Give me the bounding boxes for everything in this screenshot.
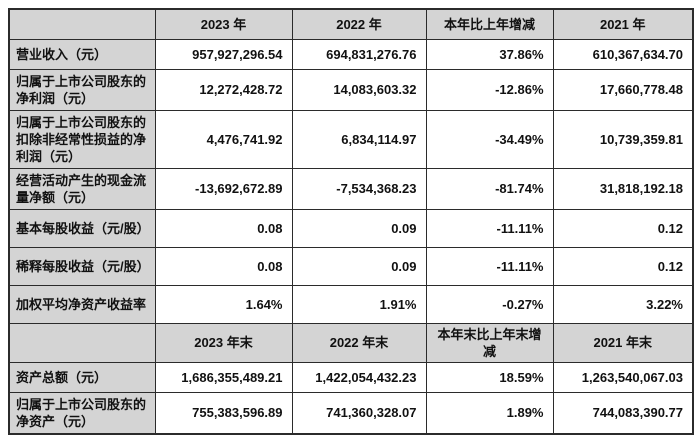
table-row-yearend-header: 2023 年末 2022 年末 本年末比上年末增减 2021 年末 xyxy=(8,322,694,363)
value-2023: 0.08 xyxy=(154,246,293,286)
value-2021: 17,660,778.48 xyxy=(552,68,694,111)
value-2023: 12,272,428.72 xyxy=(154,68,293,111)
value-2021: 10,739,359.81 xyxy=(552,109,694,169)
table-row-operating-cash-flow: 经营活动产生的现金流量净额（元） -13,692,672.89 -7,534,3… xyxy=(8,167,694,210)
value-change: -11.11% xyxy=(425,246,554,286)
row-label: 归属于上市公司股东的净利润（元） xyxy=(8,68,156,111)
table-row-revenue: 营业收入（元） 957,927,296.54 694,831,276.76 37… xyxy=(8,38,694,70)
value-2023: 1,686,355,489.21 xyxy=(154,361,293,393)
table-row-deducted-net-profit: 归属于上市公司股东的扣除非经常性损益的净利润（元） 4,476,741.92 6… xyxy=(8,109,694,169)
value-2022: 1.91% xyxy=(291,284,427,324)
header-change: 本年比上年增减 xyxy=(425,8,554,40)
corner-cell xyxy=(8,8,156,40)
table-row-net-assets: 归属于上市公司股东的净资产（元） 755,383,596.89 741,360,… xyxy=(8,391,694,434)
value-2021: 3.22% xyxy=(552,284,694,324)
value-2021: 31,818,192.18 xyxy=(552,167,694,210)
value-change: -81.74% xyxy=(425,167,554,210)
financial-summary-table: 2023 年 2022 年 本年比上年增减 2021 年 营业收入（元） 957… xyxy=(8,8,694,435)
table-row-period-header: 2023 年 2022 年 本年比上年增减 2021 年 xyxy=(8,8,694,40)
value-2022: 694,831,276.76 xyxy=(291,38,427,70)
header-2023-end: 2023 年末 xyxy=(154,322,293,363)
value-2021: 610,367,634.70 xyxy=(552,38,694,70)
value-2022: 741,360,328.07 xyxy=(291,391,427,434)
value-change: 37.86% xyxy=(425,38,554,70)
value-2022: 0.09 xyxy=(291,208,427,248)
row-label: 营业收入（元） xyxy=(8,38,156,70)
value-2021: 1,263,540,067.03 xyxy=(552,361,694,393)
value-2022: 14,083,603.32 xyxy=(291,68,427,111)
table-row-diluted-eps: 稀释每股收益（元/股） 0.08 0.09 -11.11% 0.12 xyxy=(8,246,694,286)
value-change: -34.49% xyxy=(425,109,554,169)
header-2021: 2021 年 xyxy=(552,8,694,40)
value-2023: 1.64% xyxy=(154,284,293,324)
page: 2023 年 2022 年 本年比上年增减 2021 年 营业收入（元） 957… xyxy=(8,8,694,435)
value-2023: -13,692,672.89 xyxy=(154,167,293,210)
header-2022-end: 2022 年末 xyxy=(291,322,427,363)
row-label: 经营活动产生的现金流量净额（元） xyxy=(8,167,156,210)
value-2023: 4,476,741.92 xyxy=(154,109,293,169)
row-label: 资产总额（元） xyxy=(8,361,156,393)
value-2021: 744,083,390.77 xyxy=(552,391,694,434)
row-label: 加权平均净资产收益率 xyxy=(8,284,156,324)
value-2022: 6,834,114.97 xyxy=(291,109,427,169)
header-2021-end: 2021 年末 xyxy=(552,322,694,363)
corner-cell xyxy=(8,322,156,363)
header-2023: 2023 年 xyxy=(154,8,293,40)
header-2022: 2022 年 xyxy=(291,8,427,40)
table-row-basic-eps: 基本每股收益（元/股） 0.08 0.09 -11.11% 0.12 xyxy=(8,208,694,248)
value-change: -11.11% xyxy=(425,208,554,248)
value-2023: 957,927,296.54 xyxy=(154,38,293,70)
value-change: 18.59% xyxy=(425,361,554,393)
value-2022: 0.09 xyxy=(291,246,427,286)
row-label: 归属于上市公司股东的净资产（元） xyxy=(8,391,156,434)
value-2023: 0.08 xyxy=(154,208,293,248)
value-change: 1.89% xyxy=(425,391,554,434)
row-label: 基本每股收益（元/股） xyxy=(8,208,156,248)
row-label: 稀释每股收益（元/股） xyxy=(8,246,156,286)
table-row-weighted-roe: 加权平均净资产收益率 1.64% 1.91% -0.27% 3.22% xyxy=(8,284,694,324)
value-change: -0.27% xyxy=(425,284,554,324)
row-label: 归属于上市公司股东的扣除非经常性损益的净利润（元） xyxy=(8,109,156,169)
value-2022: 1,422,054,432.23 xyxy=(291,361,427,393)
value-2021: 0.12 xyxy=(552,246,694,286)
table-row-net-profit: 归属于上市公司股东的净利润（元） 12,272,428.72 14,083,60… xyxy=(8,68,694,111)
value-2022: -7,534,368.23 xyxy=(291,167,427,210)
value-2021: 0.12 xyxy=(552,208,694,248)
value-change: -12.86% xyxy=(425,68,554,111)
value-2023: 755,383,596.89 xyxy=(154,391,293,434)
header-yearend-change: 本年末比上年末增减 xyxy=(425,322,554,363)
table-row-total-assets: 资产总额（元） 1,686,355,489.21 1,422,054,432.2… xyxy=(8,361,694,393)
